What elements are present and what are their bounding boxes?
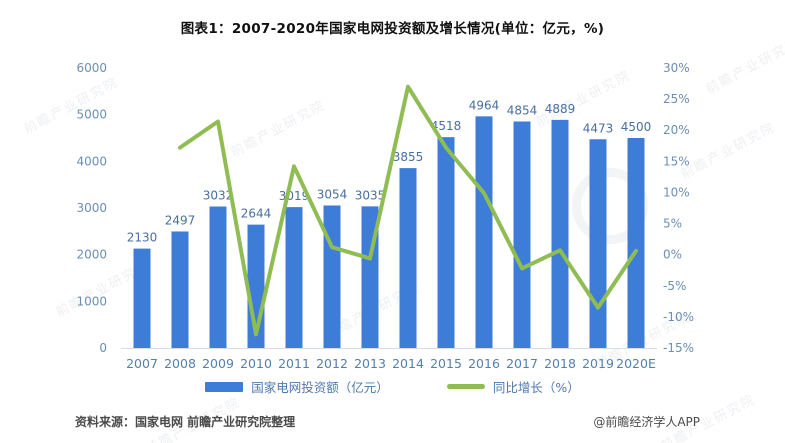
legend-bar-label: 国家电网投资额（亿元）	[251, 380, 389, 395]
bar-value-label: 4500	[621, 120, 652, 134]
left-axis-tick: 5000	[76, 108, 107, 122]
legend-item-growth: 同比增长（%）	[446, 377, 580, 396]
bar-value-label: 2497	[165, 213, 196, 227]
legend-item-investment: 国家电网投资额（亿元）	[205, 377, 389, 396]
bar-2017	[513, 121, 531, 348]
legend: 国家电网投资额（亿元） 同比增长（%）	[0, 377, 785, 396]
left-axis-tick: 0	[99, 341, 107, 355]
bar-2018	[551, 119, 569, 348]
x-axis-label: 2016	[468, 356, 500, 371]
x-axis-label: 2014	[392, 356, 424, 371]
right-axis-tick: -10%	[663, 310, 694, 324]
bar-value-label: 4889	[545, 102, 576, 116]
x-axis-label: 2007	[126, 356, 158, 371]
legend-bar-swatch	[205, 381, 244, 392]
x-axis-label: 2020E	[616, 356, 656, 371]
x-axis-label: 2018	[544, 356, 576, 371]
left-axis-tick: 3000	[76, 201, 107, 215]
bar-value-label: 3035	[355, 188, 386, 202]
x-axis-label: 2011	[278, 356, 310, 371]
chart-title: 图表1：2007-2020年国家电网投资额及增长情况(单位：亿元，%)	[180, 21, 605, 37]
left-axis-tick: 6000	[76, 61, 107, 75]
right-axis-tick: -15%	[663, 341, 694, 355]
bar-2016	[475, 116, 493, 348]
x-axis-label: 2013	[354, 356, 386, 371]
right-axis-tick: 0%	[663, 248, 682, 262]
bar-2007	[133, 248, 151, 348]
right-axis-tick: 20%	[663, 123, 690, 137]
x-axis-label: 2009	[202, 356, 234, 371]
x-axis-label: 2017	[506, 356, 538, 371]
x-axis-label: 2010	[240, 356, 272, 371]
right-axis-tick: -5%	[663, 279, 686, 293]
bar-value-label: 3054	[317, 187, 348, 201]
x-axis-label: 2015	[430, 356, 462, 371]
bar-value-label: 4473	[583, 121, 614, 135]
right-axis-tick: 15%	[663, 154, 690, 168]
x-axis-label: 2012	[316, 356, 348, 371]
combo-chart: 0 1000 2000 3000 4000 5000 6000 -15% -10% -5% 0% 5%…	[76, 61, 694, 371]
bar-value-label: 4854	[507, 103, 538, 117]
legend-line-label: 同比增长（%）	[492, 380, 580, 395]
bar-2019	[589, 139, 607, 348]
legend-line-swatch	[446, 384, 485, 389]
bar-2009	[209, 206, 227, 348]
x-axis-label: 2019	[582, 356, 614, 371]
bar-value-label: 3032	[203, 189, 234, 203]
x-axis-label: 2008	[164, 356, 196, 371]
left-axis-tick: 2000	[76, 248, 107, 262]
bar-value-label: 2130	[127, 231, 158, 245]
bar-2014	[399, 168, 417, 348]
right-axis-tick: 5%	[663, 217, 682, 231]
bar-value-label: 2644	[241, 207, 272, 221]
left-axis-tick: 4000	[76, 154, 107, 168]
left-axis-tick: 1000	[76, 294, 107, 308]
footer: 资料来源：国家电网 前瞻产业研究院整理 @前瞻经济学人APP	[0, 413, 785, 430]
right-axis-tick: 30%	[663, 61, 690, 75]
bar-2020E	[627, 138, 645, 348]
data-source-text: 资料来源：国家电网 前瞻产业研究院整理	[75, 415, 296, 429]
bar-value-label: 4964	[469, 98, 500, 112]
bar-value-label: 4518	[431, 119, 462, 133]
app-credit-text: @前瞻经济学人APP	[593, 415, 700, 429]
bar-value-label: 3855	[393, 150, 424, 164]
right-axis-tick: 10%	[663, 185, 690, 199]
bar-2011	[285, 207, 303, 348]
right-axis-tick: 25%	[663, 92, 690, 106]
growth-line	[178, 84, 638, 337]
bar-2015	[437, 137, 455, 348]
bar-2012	[323, 205, 341, 348]
bar-2008	[171, 231, 189, 348]
